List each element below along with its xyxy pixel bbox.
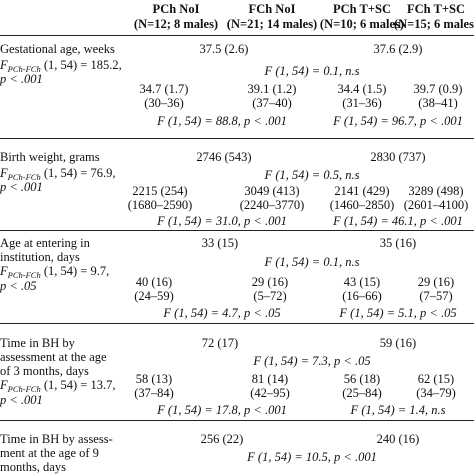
- header-pch-noi-n: (N=12; 8 males): [133, 17, 219, 31]
- cell-value: 2141 (429): [334, 184, 390, 198]
- bottom-f: F (1, 54) = 4.7, p < .05: [163, 306, 281, 320]
- cell-range: (25–84): [342, 386, 382, 400]
- group-value: 37.5 (2.6): [199, 42, 249, 56]
- cell-range: (37–84): [134, 386, 174, 400]
- divider: [0, 35, 474, 36]
- bottom-f: F (1, 54) = 88.8, p < .001: [157, 114, 287, 128]
- group-f: F (1, 54) = 7.3, p < .05: [253, 354, 371, 368]
- row-label: Gestational age, weeks: [0, 42, 115, 56]
- cell-value: 56 (18): [343, 372, 381, 386]
- cell-range: (42–95): [250, 386, 290, 400]
- group-value: 33 (15): [201, 236, 239, 250]
- cell-range: (5–72): [253, 289, 287, 303]
- divider: [0, 323, 474, 324]
- row-stat: FPCh-FCh (1, 54) = 13.7,: [0, 378, 116, 394]
- cell-range: (16–66): [342, 289, 382, 303]
- cell-value: 29 (16): [417, 275, 455, 289]
- bottom-f: F (1, 54) = 1.4, n.s: [350, 403, 446, 417]
- cell-range: (2601–4100): [403, 198, 469, 212]
- divider: [0, 420, 474, 421]
- cell-range: (38–41): [418, 96, 458, 110]
- row-label: months, days: [0, 460, 66, 474]
- group-value: 2746 (543): [196, 150, 252, 164]
- cell-range: (2240–3770): [239, 198, 305, 212]
- cell-value: 29 (16): [251, 275, 289, 289]
- group-value: 37.6 (2.9): [373, 42, 423, 56]
- row-label: of 3 months, days: [0, 364, 89, 378]
- cell-value: 34.4 (1.5): [337, 82, 387, 96]
- group-value: 256 (22): [200, 432, 244, 446]
- header-fch-noi-n: (N=21; 14 males): [226, 17, 318, 31]
- row-stat-p: p < .001: [0, 180, 43, 194]
- divider: [0, 138, 474, 139]
- bottom-f: F (1, 54) = 5.1, p < .05: [339, 306, 457, 320]
- row-stat-p: p < .05: [0, 279, 37, 293]
- row-stat: FPCh-FCh (1, 54) = 9.7,: [0, 264, 110, 280]
- cell-value: 58 (13): [135, 372, 173, 386]
- header-fch-tsc: FCh T+SC: [407, 2, 465, 16]
- row-stat: FPCh-FCh (1, 54) = 76.9,: [0, 166, 116, 182]
- cell-value: 3049 (413): [244, 184, 300, 198]
- row-label: ment at the age of 9: [0, 446, 99, 460]
- group-value: 2830 (737): [370, 150, 426, 164]
- cell-value: 81 (14): [251, 372, 289, 386]
- row-label: assessment at the age: [0, 350, 107, 364]
- row-stat: FPCh-FCh (1, 54) = 185.2,: [0, 58, 122, 74]
- row-label: Time in BH by: [0, 336, 75, 350]
- cell-range: (34–79): [416, 386, 456, 400]
- cell-range: (1460–2850): [329, 198, 395, 212]
- bottom-f: F (1, 54) = 17.8, p < .001: [157, 403, 287, 417]
- header-fch-noi: FCh NoI: [248, 2, 296, 16]
- cell-range: (30–36): [144, 96, 184, 110]
- header-pch-tsc: PCh T+SC: [333, 2, 391, 16]
- row-stat-p: p < .001: [0, 72, 43, 86]
- row-stat-p: p < .001: [0, 393, 43, 407]
- group-f: F (1, 54) = 0.1, n.s: [264, 255, 360, 269]
- cell-range: (24–59): [134, 289, 174, 303]
- row-label: Time in BH by assess-: [0, 432, 113, 446]
- group-value: 59 (16): [379, 336, 417, 350]
- cell-range: (7–57): [419, 289, 453, 303]
- header-pch-noi: PCh NoI: [152, 2, 200, 16]
- cell-value: 39.7 (0.9): [413, 82, 463, 96]
- cell-value: 39.1 (1.2): [247, 82, 297, 96]
- row-label: Age at entering in: [0, 236, 90, 250]
- cell-value: 40 (16): [135, 275, 173, 289]
- bottom-f: F (1, 54) = 96.7, p < .001: [333, 114, 463, 128]
- divider: [0, 230, 474, 231]
- cell-value: 2215 (254): [132, 184, 188, 198]
- cell-range: (31–36): [342, 96, 382, 110]
- cell-value: 62 (15): [417, 372, 455, 386]
- bottom-f: F (1, 54) = 46.1, p < .001: [333, 214, 463, 228]
- group-value: 35 (16): [379, 236, 417, 250]
- group-value: 240 (16): [376, 432, 420, 446]
- group-value: 72 (17): [201, 336, 239, 350]
- group-f: F (1, 54) = 0.1, n.s: [264, 64, 360, 78]
- header-pch-tsc-n: (N=10; 6 males): [319, 17, 405, 31]
- row-label: Birth weight, grams: [0, 150, 100, 164]
- bottom-f: F (1, 54) = 31.0, p < .001: [157, 214, 287, 228]
- group-f: F (1, 54) = 10.5, p < .001: [247, 450, 377, 464]
- cell-range: (37–40): [252, 96, 292, 110]
- cell-value: 3289 (498): [408, 184, 464, 198]
- cell-range: (1680–2590): [127, 198, 193, 212]
- row-label: institution, days: [0, 250, 80, 264]
- group-f: F (1, 54) = 0.5, n.s: [264, 168, 360, 182]
- header-fch-tsc-n: (N=15; 6 males): [393, 17, 474, 31]
- cell-value: 43 (15): [343, 275, 381, 289]
- cell-value: 34.7 (1.7): [139, 82, 189, 96]
